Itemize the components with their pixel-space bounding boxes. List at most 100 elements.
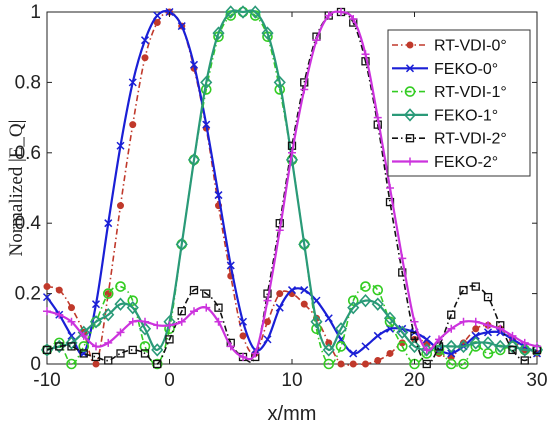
- data-point: [408, 339, 421, 354]
- data-point: [153, 359, 162, 369]
- data-point: [483, 292, 493, 302]
- data-point: [494, 339, 507, 354]
- data-point: [533, 342, 541, 351]
- data-point: [200, 75, 213, 90]
- data-point: [224, 5, 237, 19]
- data-point: [165, 321, 174, 330]
- data-point: [214, 317, 223, 326]
- data-point: [373, 331, 382, 340]
- data-point: [104, 219, 113, 228]
- data-point: [445, 339, 458, 354]
- data-point: [334, 322, 348, 336]
- legend-marker: [405, 134, 415, 143]
- data-point: [66, 358, 77, 370]
- data-point: [275, 303, 284, 312]
- data-point: [116, 349, 125, 358]
- legend-label: FEKO-0°: [434, 61, 498, 78]
- data-point: [114, 297, 127, 311]
- legend-box: [387, 29, 531, 177]
- data-point: [312, 36, 321, 45]
- data-point: [151, 358, 163, 370]
- data-point: [325, 339, 333, 347]
- data-point: [347, 300, 360, 315]
- data-point: [288, 148, 296, 157]
- data-point: [264, 318, 271, 326]
- legend-marker: [406, 41, 414, 49]
- data-point: [129, 121, 137, 129]
- data-point: [153, 19, 161, 27]
- x-axis-label: x/mm: [268, 403, 317, 425]
- data-point: [410, 317, 419, 326]
- data-point: [349, 360, 357, 368]
- data-point: [396, 341, 408, 352]
- data-point: [190, 307, 198, 316]
- data-point: [298, 237, 311, 252]
- data-point: [472, 325, 480, 333]
- data-point: [79, 349, 88, 358]
- data-point: [128, 317, 137, 326]
- legend-label: FEKO-1°: [434, 107, 498, 124]
- data-point: [226, 261, 235, 270]
- data-point: [420, 343, 433, 357]
- legend: RT-VDI-0° FEKO-0° RT-VDI-1° FEKO-1° RT-VDI-2…: [387, 29, 531, 177]
- data-point: [202, 289, 211, 298]
- data-point: [79, 331, 88, 340]
- data-point: [68, 304, 75, 312]
- data-point: [312, 296, 321, 305]
- data-point: [447, 349, 456, 358]
- data-point: [214, 191, 223, 200]
- data-point: [177, 317, 186, 326]
- data-point: [484, 321, 492, 330]
- data-point: [324, 314, 333, 323]
- data-point: [115, 281, 126, 292]
- data-point: [91, 300, 101, 309]
- data-point: [447, 310, 456, 319]
- y-tick-label: 0: [30, 354, 41, 375]
- data-point: [361, 342, 370, 351]
- data-point: [43, 307, 51, 316]
- data-point: [251, 349, 260, 358]
- data-point: [153, 11, 162, 20]
- data-point: [275, 226, 284, 235]
- data-point: [471, 317, 480, 326]
- data-point: [285, 153, 299, 167]
- data-point: [471, 282, 480, 291]
- data-point: [141, 317, 149, 326]
- data-point: [67, 342, 76, 351]
- data-point: [67, 331, 76, 340]
- data-point: [42, 293, 52, 302]
- data-point: [92, 342, 100, 351]
- data-point: [481, 336, 495, 350]
- x-tick-label: 20: [404, 370, 425, 391]
- data-point: [116, 141, 125, 150]
- data-point: [447, 324, 456, 333]
- data-point: [310, 315, 323, 329]
- legend-label: FEKO-2°: [434, 154, 498, 171]
- data-point: [91, 352, 101, 362]
- data-point: [67, 317, 76, 326]
- data-point: [55, 310, 64, 319]
- data-point: [398, 254, 407, 263]
- data-point: [165, 335, 174, 344]
- data-point: [349, 349, 358, 358]
- data-point: [386, 184, 394, 192]
- data-point: [189, 60, 199, 69]
- data-point: [102, 288, 114, 299]
- data-point: [214, 303, 223, 312]
- data-point: [383, 311, 397, 325]
- data-point: [92, 360, 100, 368]
- data-point: [360, 281, 371, 292]
- data-point: [104, 356, 113, 365]
- data-point: [127, 295, 139, 306]
- data-point: [42, 345, 52, 355]
- data-point: [324, 11, 333, 20]
- data-point: [373, 113, 382, 122]
- data-point: [361, 50, 370, 59]
- data-point: [458, 358, 469, 370]
- data-point: [78, 341, 90, 352]
- y-tick-label: 0.4: [15, 213, 42, 234]
- data-point: [396, 325, 409, 340]
- data-point: [276, 290, 284, 298]
- data-point: [128, 345, 137, 355]
